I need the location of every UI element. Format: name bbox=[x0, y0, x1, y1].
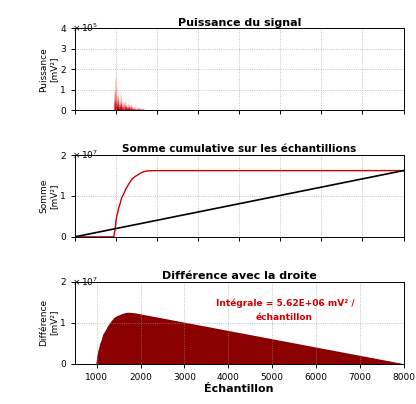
Text: Intégrale = 5.62E+06 mV² /: Intégrale = 5.62E+06 mV² / bbox=[216, 298, 355, 308]
Title: Puissance du signal: Puissance du signal bbox=[178, 17, 301, 27]
Title: Différence avec la droite: Différence avec la droite bbox=[162, 271, 317, 281]
Y-axis label: Somme
[mV²]: Somme [mV²] bbox=[40, 179, 59, 213]
Text: échantillon: échantillon bbox=[255, 313, 313, 322]
Text: $\times\,10^{7}$: $\times\,10^{7}$ bbox=[72, 275, 98, 288]
Text: $\times\,10^{5}$: $\times\,10^{5}$ bbox=[72, 22, 98, 34]
Y-axis label: Puissance
[mV²]: Puissance [mV²] bbox=[40, 47, 59, 92]
X-axis label: Échantillon: Échantillon bbox=[204, 384, 274, 394]
Title: Somme cumulative sur les échantillions: Somme cumulative sur les échantillions bbox=[122, 144, 357, 154]
Text: $\times\,10^{7}$: $\times\,10^{7}$ bbox=[72, 149, 98, 161]
Y-axis label: Différence
[mV²]: Différence [mV²] bbox=[40, 299, 59, 346]
